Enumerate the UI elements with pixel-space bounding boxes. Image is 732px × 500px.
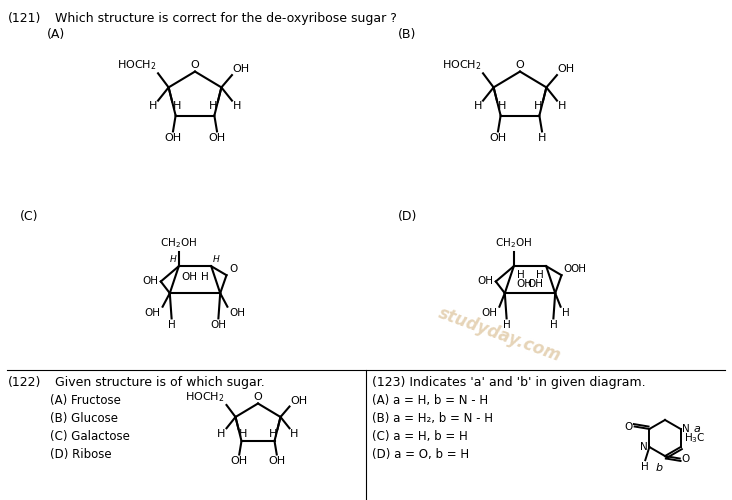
Text: H$_3$C: H$_3$C bbox=[684, 431, 706, 444]
Text: a: a bbox=[694, 424, 701, 434]
Text: (C) a = H, b = H: (C) a = H, b = H bbox=[372, 430, 468, 443]
Text: OH: OH bbox=[528, 279, 543, 289]
Text: OH: OH bbox=[165, 133, 182, 143]
Text: OH: OH bbox=[229, 308, 245, 318]
Text: N: N bbox=[640, 442, 648, 452]
Text: OH: OH bbox=[490, 133, 507, 143]
Text: (123) Indicates 'a' and 'b' in given diagram.: (123) Indicates 'a' and 'b' in given dia… bbox=[372, 376, 646, 389]
Text: (B) Glucose: (B) Glucose bbox=[50, 412, 118, 425]
Text: OH: OH bbox=[570, 264, 586, 274]
Text: Which structure is correct for the de-oxyribose sugar ?: Which structure is correct for the de-ox… bbox=[55, 12, 397, 25]
Text: O: O bbox=[229, 264, 237, 274]
Text: H: H bbox=[550, 320, 557, 330]
Text: OH: OH bbox=[558, 64, 575, 74]
Text: H: H bbox=[201, 272, 209, 282]
Text: H: H bbox=[239, 429, 247, 439]
Text: OH: OH bbox=[210, 320, 226, 330]
Text: O: O bbox=[515, 60, 524, 70]
Text: OH: OH bbox=[268, 456, 285, 466]
Text: (121): (121) bbox=[8, 12, 42, 25]
Text: OH: OH bbox=[142, 276, 158, 286]
Text: OH: OH bbox=[482, 308, 498, 318]
Text: OH: OH bbox=[231, 456, 248, 466]
Text: H: H bbox=[498, 102, 507, 112]
Text: (C): (C) bbox=[20, 210, 39, 223]
Text: (D) a = O, b = H: (D) a = O, b = H bbox=[372, 448, 469, 461]
Text: Given structure is of which sugar.: Given structure is of which sugar. bbox=[55, 376, 265, 389]
Text: OH: OH bbox=[517, 279, 532, 289]
Text: H: H bbox=[168, 320, 176, 330]
Text: H: H bbox=[538, 133, 546, 143]
Text: (A) Fructose: (A) Fructose bbox=[50, 394, 121, 407]
Text: OH: OH bbox=[182, 272, 198, 282]
Text: CH$_2$OH: CH$_2$OH bbox=[496, 236, 532, 250]
Text: O: O bbox=[190, 60, 199, 70]
Text: H: H bbox=[291, 429, 299, 439]
Text: OH: OH bbox=[291, 396, 307, 406]
Text: (C) Galactose: (C) Galactose bbox=[50, 430, 130, 443]
Text: OH: OH bbox=[477, 276, 493, 286]
Text: HOCH$_2$: HOCH$_2$ bbox=[442, 58, 481, 72]
Text: (B) a = H₂, b = N - H: (B) a = H₂, b = N - H bbox=[372, 412, 493, 425]
Text: O: O bbox=[564, 264, 572, 274]
Text: studyday.com: studyday.com bbox=[436, 304, 564, 366]
Text: H: H bbox=[562, 308, 570, 318]
Text: OH: OH bbox=[145, 308, 161, 318]
Text: H: H bbox=[217, 429, 225, 439]
Text: OH: OH bbox=[209, 133, 225, 143]
Text: H: H bbox=[641, 462, 649, 472]
Text: HOCH$_2$: HOCH$_2$ bbox=[117, 58, 156, 72]
Text: (A) a = H, b = N - H: (A) a = H, b = N - H bbox=[372, 394, 488, 407]
Text: H: H bbox=[536, 270, 543, 280]
Text: OH: OH bbox=[233, 64, 250, 74]
Text: (D): (D) bbox=[398, 210, 417, 223]
Text: H: H bbox=[233, 102, 242, 112]
Text: O: O bbox=[624, 422, 633, 432]
Text: H: H bbox=[474, 102, 482, 112]
Text: HOCH$_2$: HOCH$_2$ bbox=[185, 390, 225, 404]
Text: (A): (A) bbox=[47, 28, 65, 41]
Text: N: N bbox=[682, 424, 690, 434]
Text: (D) Ribose: (D) Ribose bbox=[50, 448, 111, 461]
Text: H: H bbox=[517, 270, 524, 280]
Text: (B): (B) bbox=[398, 28, 417, 41]
Text: H: H bbox=[558, 102, 567, 112]
Text: CH$_2$OH: CH$_2$OH bbox=[160, 236, 198, 250]
Text: O: O bbox=[253, 392, 262, 402]
Text: H: H bbox=[534, 102, 542, 112]
Text: H: H bbox=[503, 320, 510, 330]
Text: H: H bbox=[213, 254, 220, 264]
Text: H: H bbox=[269, 429, 277, 439]
Text: H: H bbox=[209, 102, 217, 112]
Text: b: b bbox=[656, 464, 663, 473]
Text: H: H bbox=[149, 102, 157, 112]
Text: H: H bbox=[173, 102, 182, 112]
Text: H: H bbox=[169, 254, 176, 264]
Text: O: O bbox=[681, 454, 690, 464]
Text: (122): (122) bbox=[8, 376, 42, 389]
